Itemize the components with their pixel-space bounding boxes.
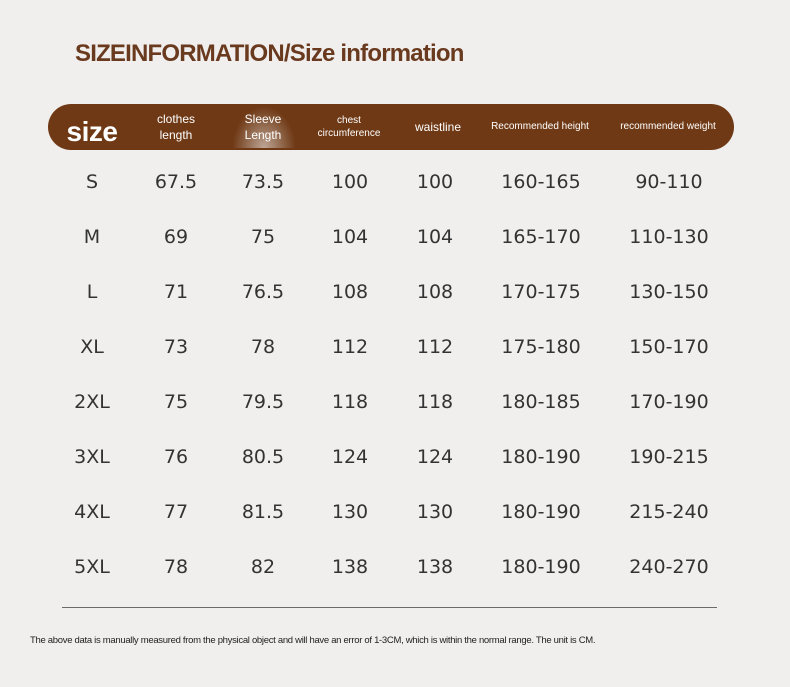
- cell-waistline: 100: [416, 171, 454, 193]
- cell-waistline: 138: [416, 556, 454, 578]
- cell-clothes-length: 75: [163, 391, 189, 413]
- cell-recommended-weight: 190-215: [629, 446, 709, 468]
- cell-recommended-height: 180-190: [501, 556, 581, 578]
- header-recommended-weight: recommended weight: [620, 121, 716, 133]
- cell-recommended-weight: 90-110: [635, 171, 703, 193]
- table-row: XL 73 78 112 112 175-180 150-170: [0, 320, 790, 375]
- cell-sleeve-length: 73.5: [241, 171, 285, 193]
- cell-chest-circumference: 130: [331, 501, 369, 523]
- cell-recommended-height: 170-175: [501, 281, 581, 303]
- cell-clothes-length: 71: [163, 281, 189, 303]
- cell-clothes-length: 77: [163, 501, 189, 523]
- header-sleeve-length: Sleeve Length: [245, 104, 282, 150]
- table-row: 5XL 78 82 138 138 180-190 240-270: [0, 540, 790, 595]
- cell-clothes-length: 73: [163, 336, 189, 358]
- cell-recommended-weight: 150-170: [629, 336, 709, 358]
- cell-size: XL: [80, 336, 104, 358]
- cell-chest-circumference: 108: [331, 281, 369, 303]
- cell-sleeve-length: 82: [250, 556, 276, 578]
- cell-recommended-height: 180-190: [501, 446, 581, 468]
- cell-recommended-weight: 170-190: [629, 391, 709, 413]
- header-chest-line2: circumference: [317, 128, 381, 139]
- cell-sleeve-length: 78: [250, 336, 276, 358]
- header-size: size: [66, 116, 118, 148]
- table-row: 4XL 77 81.5 130 130 180-190 215-240: [0, 485, 790, 540]
- table-row: M 69 75 104 104 165-170 110-130: [0, 210, 790, 265]
- cell-waistline: 112: [416, 336, 454, 358]
- header-chest-circumference: chest circumference: [318, 104, 381, 150]
- header-clothes-length-line1: clothes: [156, 111, 196, 126]
- table-header-bar: size clothes length Sleeve Length chest …: [48, 104, 734, 150]
- cell-size: M: [83, 226, 101, 248]
- cell-recommended-weight: 240-270: [629, 556, 709, 578]
- header-recommended-height: Recommended height: [491, 121, 589, 133]
- cell-chest-circumference: 112: [331, 336, 369, 358]
- cell-chest-circumference: 138: [331, 556, 369, 578]
- cell-size: 4XL: [74, 501, 110, 523]
- cell-clothes-length: 76: [163, 446, 189, 468]
- measurement-footnote: The above data is manually measured from…: [30, 635, 596, 646]
- cell-sleeve-length: 80.5: [241, 446, 285, 468]
- cell-sleeve-length: 75: [250, 226, 276, 248]
- table-row: 2XL 75 79.5 118 118 180-185 170-190: [0, 375, 790, 430]
- header-sleeve-length-line1: Sleeve: [244, 111, 282, 126]
- cell-sleeve-length: 81.5: [241, 501, 285, 523]
- cell-sleeve-length: 79.5: [241, 391, 285, 413]
- cell-recommended-weight: 215-240: [629, 501, 709, 523]
- cell-size: 2XL: [74, 391, 110, 413]
- size-table-body: S 67.5 73.5 100 100 160-165 90-110 M 69 75 104 104 1…: [0, 155, 790, 595]
- header-chest-line1: chest: [337, 114, 361, 126]
- cell-clothes-length: 67.5: [154, 171, 198, 193]
- cell-recommended-height: 180-185: [501, 391, 581, 413]
- cell-waistline: 118: [416, 391, 454, 413]
- cell-waistline: 124: [416, 446, 454, 468]
- table-row: 3XL 76 80.5 124 124 180-190 190-215: [0, 430, 790, 485]
- header-clothes-length: clothes length: [157, 104, 195, 150]
- cell-waistline: 104: [416, 226, 454, 248]
- table-divider: [62, 607, 717, 608]
- cell-chest-circumference: 118: [331, 391, 369, 413]
- cell-size: 5XL: [74, 556, 110, 578]
- cell-recommended-height: 160-165: [501, 171, 581, 193]
- cell-waistline: 130: [416, 501, 454, 523]
- cell-chest-circumference: 100: [331, 171, 369, 193]
- cell-recommended-weight: 110-130: [629, 226, 709, 248]
- table-row: S 67.5 73.5 100 100 160-165 90-110: [0, 155, 790, 210]
- cell-clothes-length: 69: [163, 226, 189, 248]
- header-sleeve-length-line2: Length: [244, 128, 282, 142]
- cell-size: S: [85, 171, 99, 193]
- page-title: SIZEINFORMATION/Size information: [75, 40, 464, 67]
- cell-size: L: [86, 281, 98, 303]
- cell-recommended-height: 175-180: [501, 336, 581, 358]
- cell-recommended-height: 180-190: [501, 501, 581, 523]
- cell-clothes-length: 78: [163, 556, 189, 578]
- cell-recommended-height: 165-170: [501, 226, 581, 248]
- header-clothes-length-line2: length: [159, 128, 193, 142]
- header-waistline: waistline: [414, 119, 462, 134]
- cell-chest-circumference: 124: [331, 446, 369, 468]
- cell-size: 3XL: [74, 446, 110, 468]
- cell-chest-circumference: 104: [331, 226, 369, 248]
- cell-waistline: 108: [416, 281, 454, 303]
- table-row: L 71 76.5 108 108 170-175 130-150: [0, 265, 790, 320]
- cell-recommended-weight: 130-150: [629, 281, 709, 303]
- cell-sleeve-length: 76.5: [241, 281, 285, 303]
